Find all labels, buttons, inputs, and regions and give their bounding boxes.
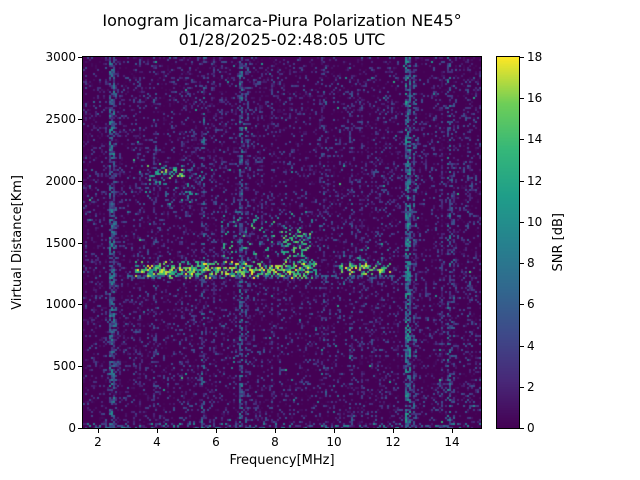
x-tick-label: 10 (326, 435, 342, 449)
colorbar-tick-label: 14 (527, 132, 543, 146)
colorbar-canvas (497, 57, 519, 428)
y-tick-label: 500 (53, 359, 76, 373)
y-axis-label-wrap: Virtual Distance[Km] (8, 56, 26, 429)
title-block: Ionogram Jicamarca-Piura Polarization NE… (82, 11, 482, 49)
y-tick-mark (78, 243, 82, 244)
y-axis-label: Virtual Distance[Km] (9, 175, 25, 310)
colorbar-label-wrap: SNR [dB] (549, 56, 567, 429)
x-tick-label: 6 (212, 435, 220, 449)
y-tick-mark (78, 304, 82, 305)
colorbar-tick-label: 8 (527, 256, 535, 270)
colorbar-tick-label: 4 (527, 339, 535, 353)
colorbar-tick-mark (520, 263, 524, 264)
colorbar-tick-mark (520, 57, 524, 58)
y-tick-label: 1500 (45, 236, 76, 250)
colorbar-tick-label: 6 (527, 297, 535, 311)
y-tick-mark (78, 181, 82, 182)
y-tick-mark (78, 57, 82, 58)
y-tick-mark (78, 428, 82, 429)
x-tick-mark (216, 429, 217, 433)
colorbar-tick-mark (520, 428, 524, 429)
y-tick-label: 3000 (45, 50, 76, 64)
colorbar-tick-mark (520, 222, 524, 223)
chart-subtitle: 01/28/2025-02:48:05 UTC (178, 30, 386, 49)
y-tick-mark (78, 366, 82, 367)
x-tick-mark (393, 429, 394, 433)
colorbar-tick-label: 10 (527, 215, 543, 229)
colorbar-tick-mark (520, 181, 524, 182)
colorbar-tick-label: 0 (527, 421, 535, 435)
colorbar-tick-mark (520, 98, 524, 99)
x-tick-label: 2 (94, 435, 102, 449)
x-tick-label: 4 (153, 435, 161, 449)
x-tick-label: 12 (385, 435, 401, 449)
x-tick-mark (334, 429, 335, 433)
colorbar-tick-mark (520, 304, 524, 305)
x-tick-mark (157, 429, 158, 433)
y-tick-label: 2500 (45, 112, 76, 126)
colorbar-tick-label: 16 (527, 91, 543, 105)
chart-title: Ionogram Jicamarca-Piura Polarization NE… (102, 11, 462, 30)
y-tick-label: 2000 (45, 174, 76, 188)
x-tick-mark (452, 429, 453, 433)
colorbar (496, 56, 520, 429)
plot-area (82, 56, 482, 429)
colorbar-tick-mark (520, 387, 524, 388)
x-tick-mark (98, 429, 99, 433)
colorbar-tick-mark (520, 346, 524, 347)
colorbar-tick-label: 18 (527, 50, 543, 64)
x-axis-label: Frequency[MHz] (229, 453, 335, 468)
colorbar-tick-mark (520, 139, 524, 140)
y-tick-mark (78, 119, 82, 120)
y-tick-label: 1000 (45, 297, 76, 311)
x-tick-label: 14 (444, 435, 460, 449)
x-tick-label: 8 (271, 435, 279, 449)
x-tick-mark (275, 429, 276, 433)
heatmap-canvas (83, 57, 481, 428)
colorbar-tick-label: 12 (527, 174, 543, 188)
colorbar-tick-label: 2 (527, 380, 535, 394)
y-tick-label: 0 (68, 421, 76, 435)
